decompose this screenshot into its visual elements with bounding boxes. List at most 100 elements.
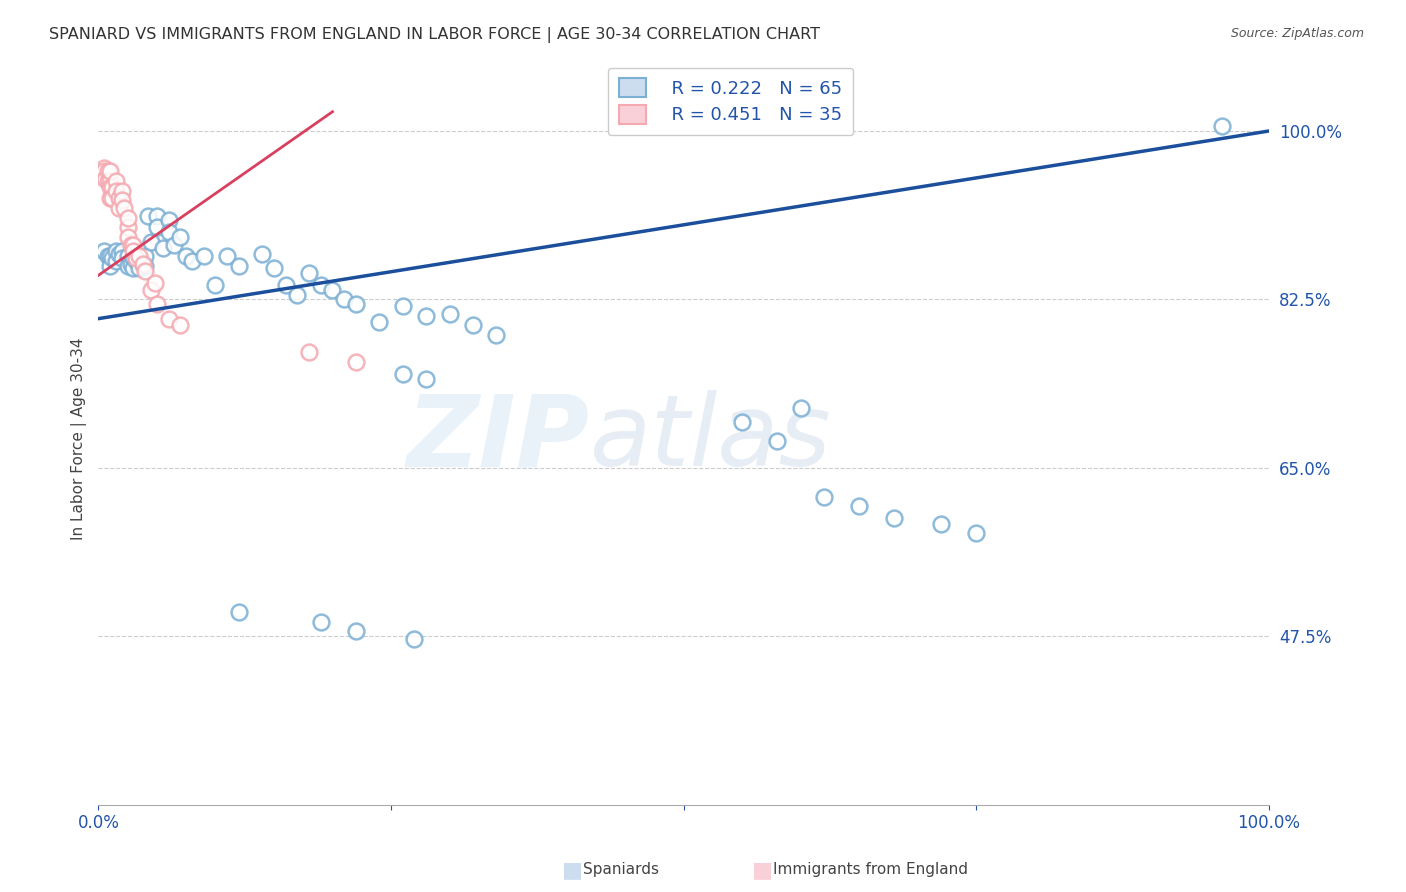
Text: atlas: atlas (591, 391, 832, 487)
Point (391, 367, 413, 381)
Point (152, 241, 174, 255)
Point (104, 253, 127, 268)
Point (415, 372, 437, 386)
Point (134, 263, 156, 277)
Point (122, 237, 145, 252)
Point (143, 276, 166, 290)
Point (217, 249, 239, 263)
Point (98, 191, 121, 205)
Point (344, 624, 367, 639)
Text: ZIP: ZIP (408, 391, 591, 487)
Point (132, 257, 155, 271)
Point (848, 500, 870, 514)
Point (344, 355, 367, 369)
Point (98, 164, 121, 178)
Point (108, 247, 131, 261)
Point (117, 220, 139, 235)
Point (485, 328, 508, 343)
Point (101, 191, 124, 205)
Point (883, 511, 905, 525)
Point (98, 259, 121, 273)
Point (117, 230, 139, 244)
Point (108, 191, 131, 205)
Point (117, 259, 139, 273)
Point (309, 615, 332, 629)
Point (439, 307, 461, 321)
Point (120, 257, 142, 271)
Point (766, 434, 789, 448)
Point (93, 161, 115, 175)
Point (298, 345, 321, 359)
Point (146, 297, 169, 311)
Point (104, 184, 127, 198)
Point (298, 267, 321, 281)
Point (163, 237, 186, 252)
Point (146, 209, 169, 223)
Point (101, 251, 124, 265)
Point (404, 632, 426, 647)
Point (193, 249, 215, 263)
Point (122, 260, 145, 275)
Point (117, 249, 139, 263)
Point (309, 277, 332, 292)
Point (104, 244, 127, 259)
Point (93, 244, 115, 259)
Point (120, 237, 142, 252)
Point (97, 164, 120, 178)
Point (263, 260, 285, 275)
Point (128, 260, 150, 275)
Text: ■: ■ (752, 860, 773, 880)
Point (125, 253, 148, 268)
Point (136, 209, 159, 223)
Point (128, 249, 150, 263)
Point (122, 244, 145, 259)
Point (181, 253, 204, 268)
Text: Spaniards: Spaniards (583, 863, 659, 877)
Point (125, 251, 148, 265)
Point (94, 172, 117, 186)
Point (731, 415, 754, 429)
Point (204, 277, 226, 292)
Point (169, 230, 191, 244)
Point (274, 277, 297, 292)
Point (157, 212, 180, 227)
Point (97, 174, 120, 188)
Point (111, 251, 134, 265)
Point (93, 164, 115, 178)
Point (1211, 119, 1233, 133)
Point (228, 605, 250, 619)
Point (98, 249, 121, 263)
Point (415, 309, 437, 323)
Legend:   R = 0.222   N = 65,   R = 0.451   N = 35: R = 0.222 N = 65, R = 0.451 N = 35 (607, 68, 853, 136)
Point (134, 259, 156, 273)
Point (111, 194, 134, 208)
Point (132, 257, 155, 271)
Point (461, 318, 484, 333)
Point (139, 235, 162, 249)
Point (368, 314, 391, 328)
Point (98, 179, 121, 194)
Point (169, 318, 191, 333)
Point (117, 211, 139, 225)
Point (98, 174, 121, 188)
Point (929, 516, 952, 531)
Point (965, 526, 987, 541)
Point (108, 201, 131, 215)
Text: Source: ZipAtlas.com: Source: ZipAtlas.com (1230, 27, 1364, 40)
Point (134, 249, 156, 263)
Point (228, 259, 250, 273)
Point (104, 174, 127, 188)
Point (101, 179, 124, 194)
Text: ■: ■ (562, 860, 583, 880)
Y-axis label: In Labor Force | Age 30-34: In Labor Force | Age 30-34 (72, 338, 87, 541)
Point (146, 220, 169, 235)
Point (790, 401, 813, 416)
Point (391, 299, 413, 313)
Point (157, 225, 180, 239)
Text: SPANIARD VS IMMIGRANTS FROM ENGLAND IN LABOR FORCE | AGE 30-34 CORRELATION CHART: SPANIARD VS IMMIGRANTS FROM ENGLAND IN L… (49, 27, 820, 43)
Point (157, 311, 180, 326)
Point (111, 184, 134, 198)
Point (174, 249, 197, 263)
Point (252, 247, 274, 261)
Point (333, 293, 356, 307)
